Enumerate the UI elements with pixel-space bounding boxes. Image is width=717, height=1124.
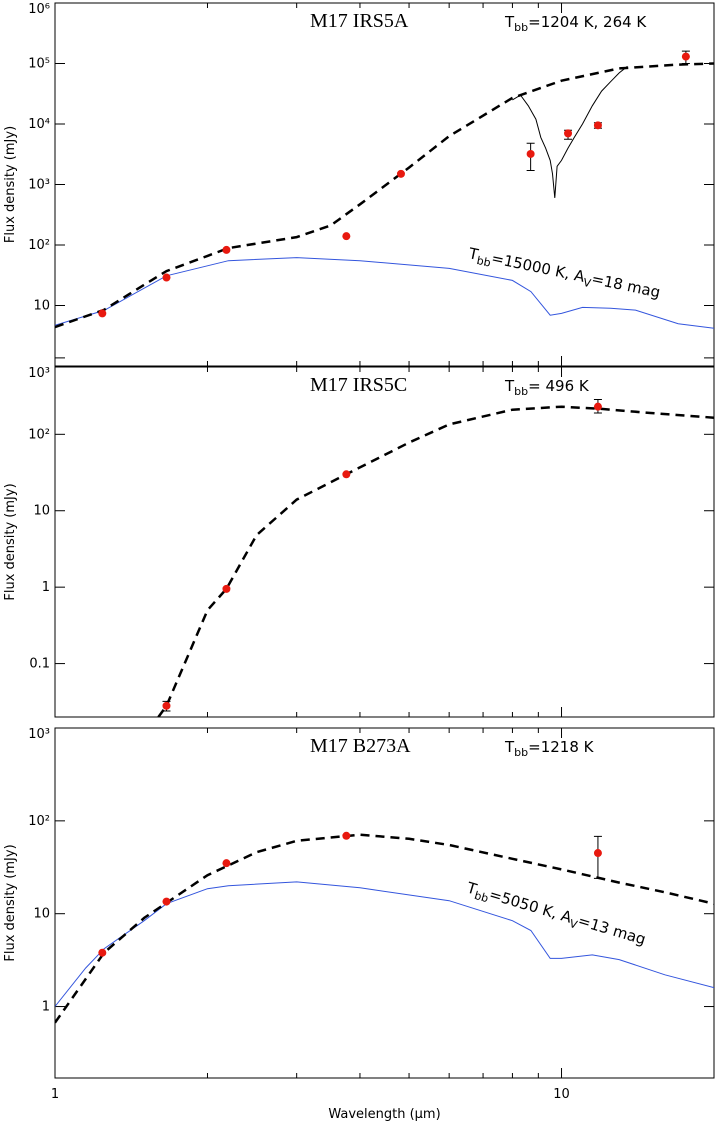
text-part: T: [504, 377, 515, 395]
annotation: Tbb=1204 K, 264 K: [504, 13, 647, 34]
model-curve: [55, 62, 714, 329]
x-axis-label: Wavelength (μm): [328, 1107, 440, 1122]
y-tick-label: 10: [33, 907, 50, 922]
data-point: [593, 849, 602, 858]
data-point: [98, 309, 107, 318]
text-part: =1204 K, 264 K: [528, 13, 647, 31]
model-label: Tbb=5050 K, AV=13 mag: [463, 878, 648, 951]
x-tick-label: 10: [553, 1087, 570, 1102]
model-curve: [157, 405, 714, 717]
y-tick-label: 1: [42, 580, 50, 595]
text-part: bb: [476, 254, 492, 270]
y-tick-label: 10⁵: [28, 57, 50, 72]
model-label: Tbb=15000 K, AV=18 mag: [466, 244, 662, 304]
error-bar: [593, 835, 602, 879]
text-part: V: [582, 276, 592, 290]
data-point: [593, 402, 602, 411]
photosphere-curve: [55, 881, 714, 1007]
text-part: =18 mag: [590, 270, 662, 302]
y-tick-label: 10³: [28, 366, 50, 381]
y-axis-label: Flux density (mJy): [3, 126, 18, 243]
plot-frame: [54, 727, 715, 1079]
photosphere-curve: [55, 257, 714, 329]
annotation: Tbb=1218 K: [504, 738, 595, 759]
model-curve: [55, 833, 714, 1024]
data-point: [162, 273, 171, 282]
data-point: [342, 470, 351, 479]
y-tick-label: 10: [33, 504, 50, 519]
plot-area: [157, 399, 714, 717]
annotation: Tbb= 496 K: [504, 377, 590, 398]
y-tick-label: 10⁴: [28, 117, 50, 132]
plot-frame: [54, 366, 715, 718]
text-part: bb: [514, 21, 528, 34]
text-part: = 496 K: [528, 377, 590, 395]
y-tick-label: 10⁶: [28, 2, 50, 17]
y-tick-label: 1: [42, 1000, 50, 1015]
data-point: [564, 129, 573, 138]
y-tick-label: 10²: [28, 427, 50, 442]
data-point: [222, 584, 231, 593]
panel-title: M17 IRS5C: [310, 374, 407, 396]
data-point: [222, 859, 231, 868]
text-part: bb: [514, 385, 528, 398]
y-tick-label: 10: [33, 299, 50, 314]
y-tick-label: 0.1: [29, 657, 50, 672]
data-point: [593, 121, 602, 130]
y-axis-label: Flux density (mJy): [3, 844, 18, 961]
data-point: [526, 149, 535, 158]
text-part: =15000 K, A: [490, 249, 587, 286]
data-point: [342, 232, 351, 241]
y-tick-label: 10³: [28, 727, 50, 742]
spectrum: [512, 65, 628, 198]
text-part: T: [504, 13, 515, 31]
text-part: T: [504, 738, 515, 756]
panel-title: M17 B273A: [310, 735, 411, 757]
data-point: [162, 701, 171, 710]
text-part: V: [568, 917, 579, 932]
data-point: [162, 897, 171, 906]
y-axis-label: Flux density (mJy): [3, 483, 18, 600]
data-point: [98, 948, 107, 957]
text-part: bb: [473, 889, 490, 905]
y-tick-label: 10³: [28, 178, 50, 193]
y-tick-label: 10²: [28, 814, 50, 829]
data-point: [681, 52, 690, 61]
y-tick-label: 10²: [28, 238, 50, 253]
plot-area: [55, 50, 714, 329]
x-tick-label: 1: [51, 1087, 59, 1102]
text-part: =5050 K, A: [487, 885, 574, 927]
data-point: [222, 245, 231, 254]
text-part: T: [466, 244, 480, 264]
text-part: =1218 K: [528, 738, 595, 756]
data-point: [342, 831, 351, 840]
text-part: =13 mag: [576, 911, 648, 948]
text-part: bb: [514, 746, 528, 759]
panel-title: M17 IRS5A: [310, 10, 409, 32]
plot-area: [55, 831, 714, 1024]
data-point: [396, 169, 405, 178]
